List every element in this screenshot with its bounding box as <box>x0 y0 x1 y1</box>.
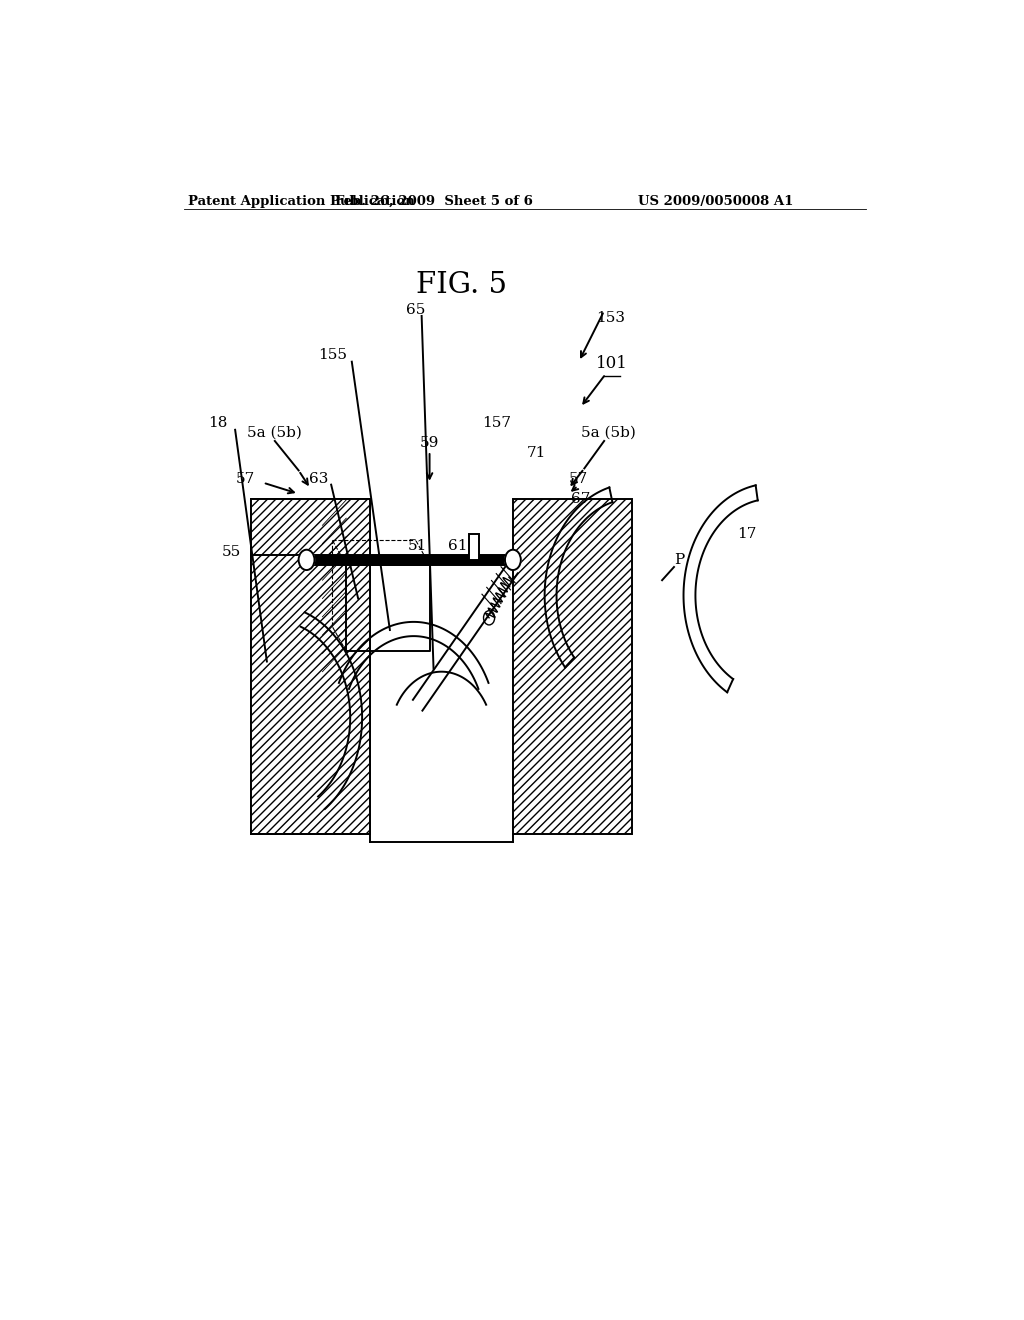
Text: 65: 65 <box>406 302 425 317</box>
Text: 157: 157 <box>482 416 512 430</box>
Text: P: P <box>675 553 685 566</box>
Text: 51: 51 <box>408 539 427 553</box>
Text: 71: 71 <box>527 446 547 461</box>
Text: 5a (5b): 5a (5b) <box>248 426 302 440</box>
Text: 153: 153 <box>596 312 625 325</box>
Bar <box>469 535 479 560</box>
Text: 55: 55 <box>221 545 241 558</box>
Circle shape <box>505 549 521 570</box>
Text: Feb. 26, 2009  Sheet 5 of 6: Feb. 26, 2009 Sheet 5 of 6 <box>335 194 532 207</box>
Bar <box>513 499 632 834</box>
Text: 18: 18 <box>208 416 227 430</box>
Text: 155: 155 <box>318 347 347 362</box>
Text: 101: 101 <box>596 355 628 372</box>
Bar <box>251 499 370 834</box>
Text: US 2009/0050008 A1: US 2009/0050008 A1 <box>638 194 793 207</box>
Text: Patent Application Publication: Patent Application Publication <box>187 194 415 207</box>
Text: 57: 57 <box>236 471 255 486</box>
Circle shape <box>299 549 314 570</box>
Text: FIG. 5: FIG. 5 <box>416 272 507 300</box>
Text: 63: 63 <box>309 471 328 486</box>
Text: 61: 61 <box>447 539 467 553</box>
Text: 5a (5b): 5a (5b) <box>582 426 636 440</box>
Text: 57: 57 <box>568 471 588 486</box>
Bar <box>306 554 513 565</box>
Text: 67: 67 <box>570 492 590 506</box>
Text: 59: 59 <box>420 436 439 450</box>
Text: 17: 17 <box>737 528 757 541</box>
